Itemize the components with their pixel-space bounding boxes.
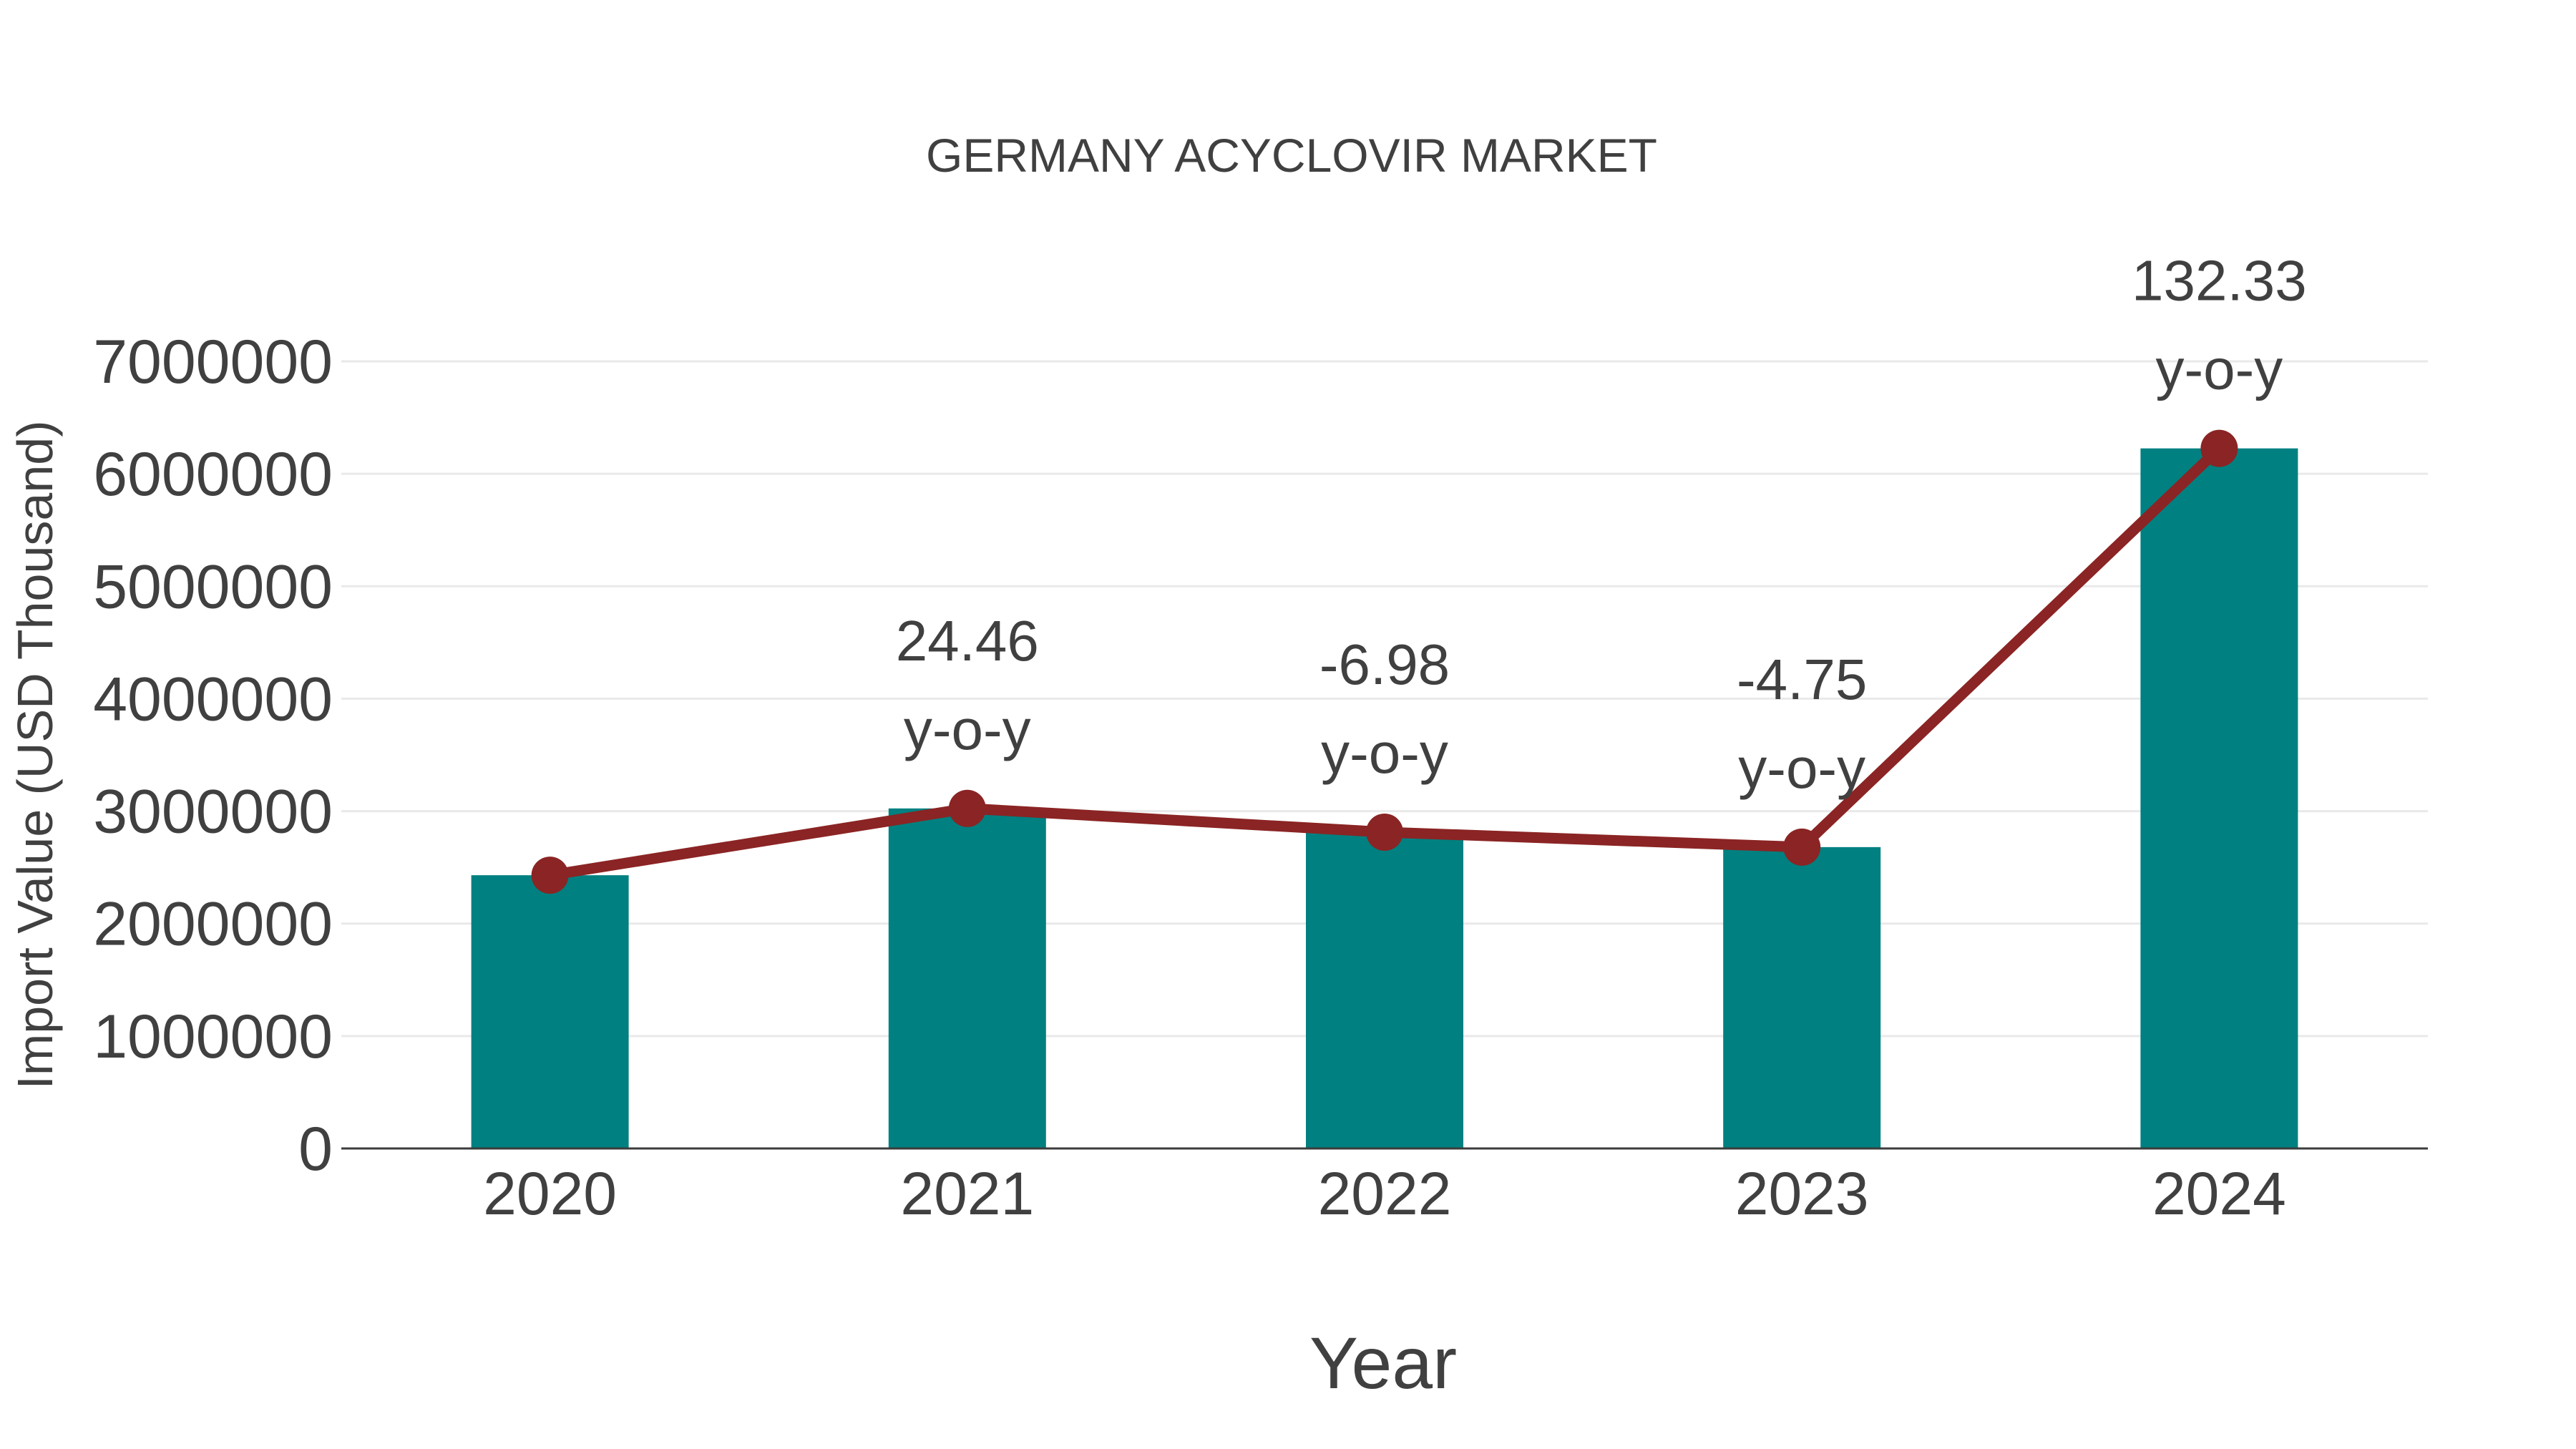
trend-dot-2024 [2200,429,2238,467]
yoy-annotation-value-2023: -4.75 [1737,648,1867,711]
x-axis-title: Year [1309,1322,1457,1404]
y-tick-label: 4000000 [93,665,333,733]
y-tick-label: 5000000 [93,552,333,621]
trend-dot-2020 [531,857,569,894]
bar-2021 [888,808,1046,1148]
y-tick-label: 0 [298,1115,333,1184]
y-tick-label: 2000000 [93,890,333,959]
bar-2020 [471,875,629,1148]
trend-dot-2023 [1783,828,1821,866]
y-tick-label: 6000000 [93,440,333,509]
x-tick-label: 2022 [1318,1160,1452,1227]
x-tick-label: 2023 [1735,1160,1869,1227]
trend-dot-2022 [1366,813,1403,851]
bar-2023 [1723,847,1881,1148]
trend-dot-2021 [948,789,986,827]
yoy-annotation-label-2022: y-o-y [1321,721,1448,785]
yoy-annotation-label-2023: y-o-y [1738,736,1865,800]
bar-2022 [1306,831,1463,1148]
yoy-annotation-value-2022: -6.98 [1319,633,1450,696]
y-axis-title: Import Value (USD Thousand) [7,420,63,1089]
y-tick-label: 7000000 [93,328,333,396]
x-tick-label: 2024 [2152,1160,2286,1227]
chart-title: GERMANY ACYCLOVIR MARKET [926,129,1657,182]
yoy-annotation-value-2021: 24.46 [896,609,1039,673]
yoy-annotation-label-2021: y-o-y [904,698,1031,761]
bar-2024 [2140,448,2298,1148]
x-tick-label: 2021 [900,1160,1034,1227]
y-tick-label: 1000000 [93,1002,333,1071]
yoy-annotation-label-2024: y-o-y [2156,338,2283,401]
yoy-annotation-value-2024: 132.33 [2132,249,2307,313]
y-tick-label: 3000000 [93,778,333,847]
x-tick-label: 2020 [483,1160,617,1227]
